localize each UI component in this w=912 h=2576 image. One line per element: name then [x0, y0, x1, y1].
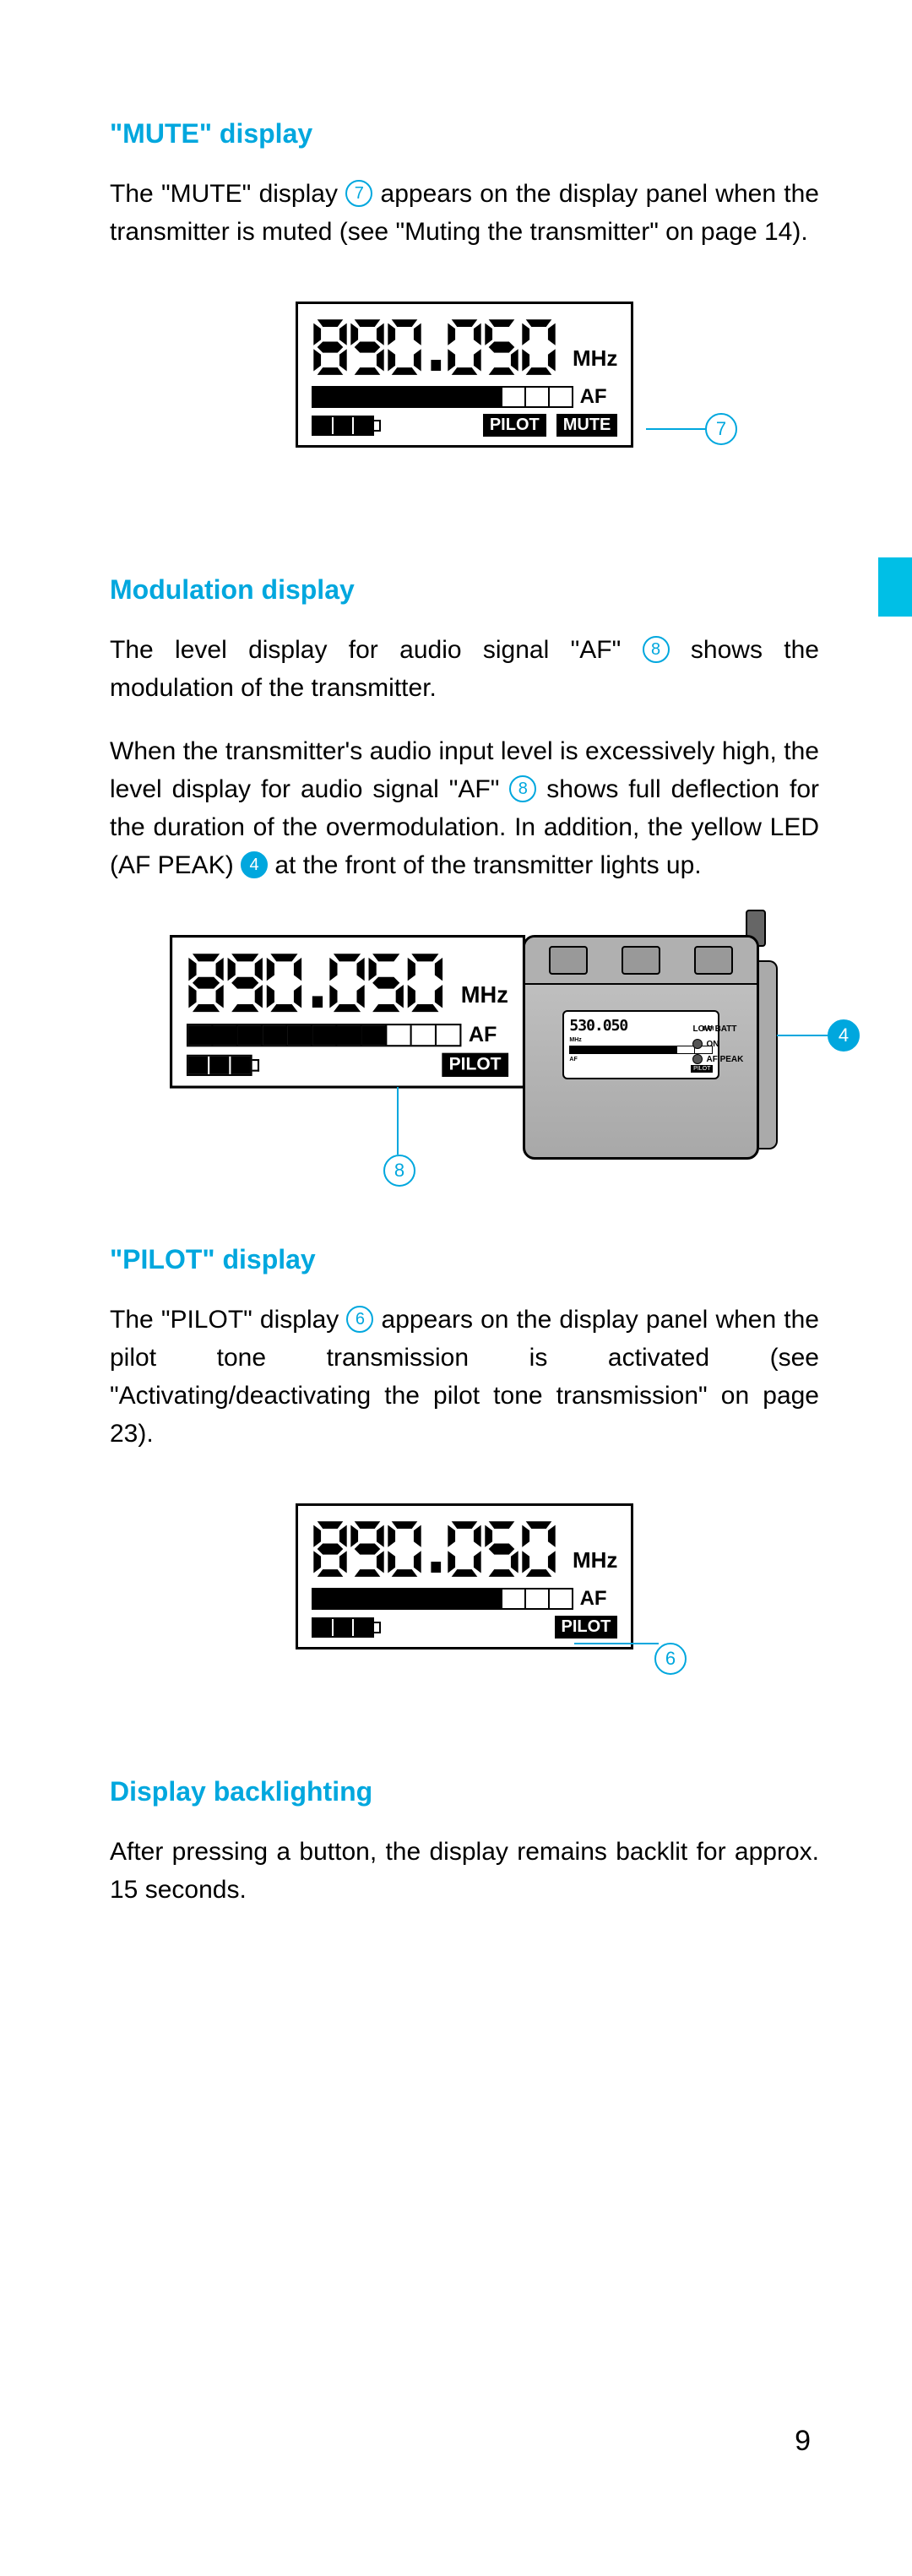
lcd-af-bar-3 — [312, 1588, 573, 1610]
callout-ref-6: 6 — [346, 1306, 373, 1333]
figure-modulation: . MHz AF PILOT — [110, 935, 819, 1160]
manual-page: "MUTE" display The "MUTE" display 7 appe… — [0, 0, 912, 2576]
lcd-bottom-row: PILOT MUTE — [312, 414, 618, 437]
battery-icon-2 — [187, 1054, 259, 1075]
label-low-batt: LOW BATT — [692, 1024, 736, 1034]
heading-mute: "MUTE" display — [110, 118, 819, 149]
para-modulation-2: When the transmitter's audio input level… — [110, 732, 819, 884]
pilot-badge: PILOT — [483, 414, 546, 437]
page-number: 9 — [795, 2425, 811, 2458]
heading-modulation: Modulation display — [110, 574, 819, 606]
af-label-3: AF — [580, 1587, 607, 1611]
mute-badge: MUTE — [556, 414, 618, 437]
section-tab — [878, 557, 912, 617]
pilot-badge-2: PILOT — [442, 1053, 508, 1077]
battery-icon-3 — [312, 1617, 381, 1638]
figure-pilot-lcd: . MHz AF PILOT — [110, 1503, 819, 1649]
mini-unit: MHz — [569, 1037, 581, 1043]
lcd-panel: . MHz AF PILOT MUTE — [296, 302, 634, 448]
lcd-unit-2: MHz — [460, 981, 508, 1009]
para-modulation-1: The level display for audio signal "AF" … — [110, 631, 819, 707]
led-on-icon — [692, 1039, 703, 1049]
pointer-line-6 — [574, 1643, 659, 1644]
lcd-top-row: . MHz — [312, 316, 618, 377]
transmitter-illustration: 530.050B.CH MHz AF PILOT LOW BATT ON AF … — [523, 935, 759, 1160]
led-afpeak-icon — [692, 1054, 703, 1064]
pointer-line-4 — [777, 1035, 828, 1036]
lcd-panel-3: . MHz AF PILOT — [296, 1503, 634, 1649]
lcd-panel-2: . MHz AF PILOT — [170, 935, 525, 1089]
heading-backlight: Display backlighting — [110, 1776, 819, 1807]
device-clip — [759, 960, 778, 1149]
af-label-2: AF — [468, 1023, 497, 1047]
lcd-frequency-2: . — [187, 950, 445, 1014]
pointer-bubble-7: 7 — [705, 413, 737, 445]
pointer-bubble-6: 6 — [654, 1643, 687, 1675]
para-pilot: The "PILOT" display 6 appears on the dis… — [110, 1301, 819, 1453]
lcd-af-bar — [312, 386, 573, 408]
figure-mute-lcd: . MHz AF PILOT MUTE — [110, 302, 819, 448]
device-top-connectors — [525, 937, 757, 985]
mini-freq: 530.050 — [569, 1017, 627, 1035]
label-af-peak: AF PEAK — [706, 1055, 743, 1064]
af-label: AF — [580, 385, 607, 409]
callout-ref-4: 4 — [241, 851, 268, 878]
callout-ref-8b: 8 — [509, 775, 536, 802]
lcd-unit-3: MHz — [573, 1547, 617, 1573]
battery-icon — [312, 416, 381, 436]
lcd-frequency-3: . — [312, 1518, 557, 1579]
lcd-af-bar-2 — [187, 1024, 461, 1046]
label-on: ON — [706, 1040, 719, 1049]
lcd-af-row: AF — [312, 385, 618, 409]
heading-pilot: "PILOT" display — [110, 1244, 819, 1275]
text: at the front of the transmitter lights u… — [268, 851, 702, 879]
pointer-line-7 — [646, 428, 705, 430]
text: The level display for audio signal "AF" — [110, 636, 643, 664]
pointer-bubble-8: 8 — [383, 1155, 415, 1187]
text: The "PILOT" display — [110, 1306, 346, 1334]
pointer-bubble-4: 4 — [828, 1019, 860, 1052]
callout-ref-8a: 8 — [643, 636, 670, 663]
mini-af: AF — [569, 1057, 577, 1062]
para-backlight: After pressing a button, the display rem… — [110, 1833, 819, 1909]
device-led-labels: LOW BATT ON AF PEAK — [692, 1022, 743, 1068]
para-mute: The "MUTE" display 7 appears on the disp… — [110, 175, 819, 251]
callout-ref-7: 7 — [345, 180, 372, 207]
lcd-unit: MHz — [573, 345, 617, 372]
text: The "MUTE" display — [110, 180, 345, 208]
lcd-frequency: . — [312, 316, 557, 377]
pointer-line-8 — [397, 1087, 399, 1155]
pilot-badge-3: PILOT — [555, 1616, 618, 1639]
